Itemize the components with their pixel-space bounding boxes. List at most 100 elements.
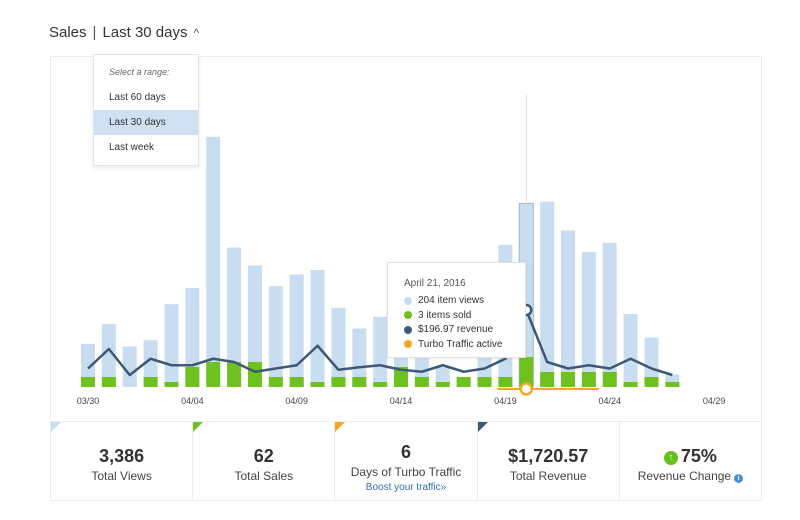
sold-bar [540, 372, 555, 387]
view-bar [143, 340, 158, 387]
sold-bar [602, 372, 617, 387]
range-selector[interactable]: Last 30 days ^ [102, 24, 199, 41]
x-tick-label: 04/04 [181, 396, 204, 406]
boost-traffic-link[interactable]: Boost your traffic» [365, 482, 447, 493]
stat-label: Total Views [91, 469, 152, 483]
turbo-corner-marker [335, 422, 346, 432]
sold-bar [456, 377, 471, 387]
tooltip-sold-text: 3 items sold [418, 309, 472, 321]
stat-value: 75% [680, 446, 717, 466]
x-tick-label: 04/09 [285, 396, 308, 406]
view-bar [561, 230, 576, 387]
tooltip-row-views: 204 item views [388, 294, 525, 308]
revenue-dot-icon [404, 325, 412, 334]
sold-bar [101, 377, 116, 387]
sold-bar [185, 367, 200, 387]
view-bar [268, 286, 283, 387]
sold-bar [414, 377, 429, 387]
range-label[interactable]: Last 30 days [102, 24, 188, 41]
sold-bar [435, 382, 450, 387]
sold-bar [394, 367, 409, 387]
stat-turbo-days: 6 Days of Turbo Traffic Boost your traff… [335, 422, 478, 500]
x-tick-label: 03/30 [77, 396, 100, 406]
views-corner-marker [51, 422, 61, 432]
tooltip-revenue-text: $196.97 revenue [418, 324, 494, 336]
info-icon[interactable]: i [734, 474, 744, 483]
view-bar [331, 307, 346, 387]
view-bar [164, 304, 179, 387]
view-bar [289, 274, 304, 387]
stat-value: 6 [401, 442, 412, 462]
view-bar [227, 247, 242, 387]
stat-value: 3,386 [99, 446, 145, 466]
x-tick-label: 04/24 [598, 396, 621, 406]
sold-bar [623, 382, 638, 387]
stat-label: Days of Turbo Traffic [350, 465, 462, 479]
stats-bar: 3,386 Total Views 62 Total Sales 6 Days … [50, 421, 762, 501]
range-dropdown-prompt: Select a range: [109, 67, 170, 77]
sold-bar [143, 377, 158, 387]
view-bar [206, 136, 221, 387]
view-bar [81, 343, 95, 387]
chart-tooltip: April 21, 2016 204 item views 3 items so… [387, 262, 526, 358]
sold-bar [477, 377, 492, 387]
stat-total-views: 3,386 Total Views [51, 422, 194, 500]
view-bar [623, 314, 638, 387]
view-bar [310, 270, 325, 387]
sold-bar [644, 377, 659, 387]
views-dot-icon [404, 296, 412, 305]
range-option-last-30-days[interactable]: Last 30 days [94, 110, 198, 135]
range-dropdown: Select a range: Last 60 days Last 30 day… [93, 54, 199, 166]
range-option-last-60-days[interactable]: Last 60 days [109, 92, 166, 103]
sold-bar [268, 377, 283, 387]
stat-revenue-change: ↑ 75% Revenue Change i [620, 422, 761, 500]
view-bar [101, 324, 116, 387]
sold-bar [373, 382, 388, 387]
tooltip-turbo-text: Turbo Traffic active [418, 338, 503, 350]
sales-corner-marker [193, 422, 204, 432]
sales-header: Sales | Last 30 days ^ [49, 24, 199, 41]
x-tick-label: 04/14 [390, 396, 413, 406]
sold-bar [247, 362, 262, 387]
tooltip-date: April 21, 2016 [404, 278, 466, 289]
sold-bar [289, 377, 304, 387]
stat-label: Total Revenue [509, 469, 587, 483]
sold-dot-icon [404, 311, 412, 320]
sold-bar [81, 377, 95, 387]
x-tick-label: 04/29 [703, 396, 726, 406]
sold-bar [206, 362, 221, 387]
sold-bar [665, 382, 680, 387]
arrow-up-icon: ↑ [663, 451, 678, 465]
tooltip-row-turbo: Turbo Traffic active [388, 338, 525, 352]
revenue-line [87, 308, 673, 377]
turbo-highlight-marker [519, 382, 534, 396]
view-bar [602, 243, 617, 387]
tooltip-views-text: 204 item views [418, 295, 485, 307]
sold-bar [331, 377, 346, 387]
chevron-up-icon[interactable]: ^ [193, 26, 200, 40]
view-bar [247, 265, 262, 387]
view-bar [122, 346, 137, 387]
sold-bar [581, 372, 596, 387]
sold-bar [352, 377, 367, 387]
revenue-corner-marker [477, 422, 488, 432]
view-bar [352, 328, 367, 387]
tooltip-row-sold: 3 items sold [388, 309, 525, 323]
view-bar [644, 337, 659, 387]
stat-label: Revenue Change [637, 469, 732, 483]
sold-bar [519, 357, 534, 387]
sold-bar [310, 382, 325, 387]
header-separator: | [92, 24, 97, 41]
sales-title: Sales [49, 24, 87, 41]
x-tick-label: 04/19 [494, 396, 517, 406]
stat-label: Total Sales [234, 469, 294, 483]
stat-value-row: ↑ 75% [620, 446, 761, 467]
range-option-last-week[interactable]: Last week [109, 142, 155, 153]
stat-total-sales: 62 Total Sales [193, 422, 336, 500]
view-bar [185, 288, 200, 387]
sold-bar [227, 362, 242, 387]
sold-bar [164, 382, 179, 387]
sold-bar [498, 377, 513, 387]
stat-label-row: Revenue Change i [620, 469, 761, 483]
view-bar [373, 316, 388, 387]
